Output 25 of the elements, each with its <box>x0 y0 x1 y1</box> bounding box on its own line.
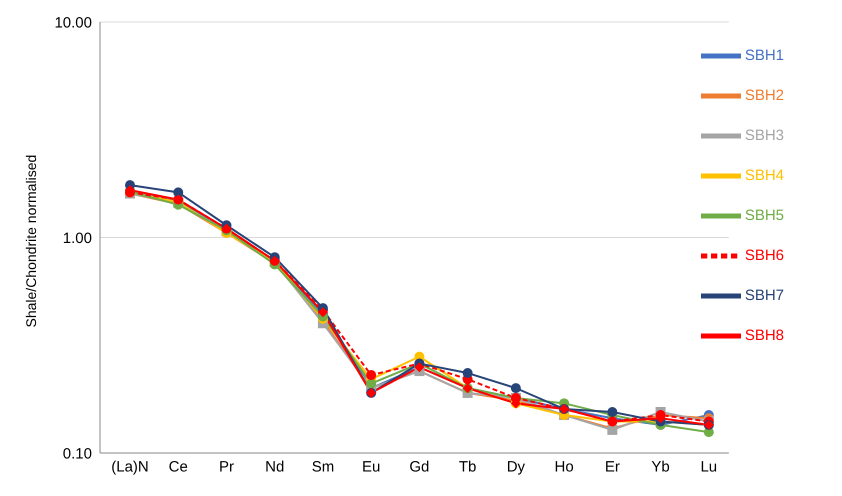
legend-label: SBH5 <box>744 206 784 224</box>
legend-label: SBH2 <box>744 86 784 104</box>
x-tick-label: Lu <box>700 458 718 476</box>
legend-label: SBH8 <box>744 326 784 344</box>
x-tick-label: Pr <box>218 458 234 476</box>
x-tick-label: Gd <box>409 458 430 476</box>
y-tick-label: 1.00 <box>62 230 92 247</box>
y-axis-title: Shale/Chondrite normalised <box>22 154 39 328</box>
x-tick-label: Sm <box>312 458 334 476</box>
x-tick-label: Er <box>604 458 620 476</box>
legend-label: SBH1 <box>744 46 784 64</box>
y-tick-label: 0.10 <box>62 445 92 462</box>
legend-label: SBH6 <box>744 246 784 264</box>
legend-label: SBH4 <box>744 166 784 184</box>
x-tick-label: Dy <box>506 458 526 476</box>
x-tick-label: Ho <box>554 458 574 476</box>
x-tick-label: Eu <box>362 458 380 476</box>
legend-label: SBH3 <box>744 126 784 144</box>
x-tick-label: Ce <box>168 458 188 476</box>
y-tick-label: 10.00 <box>54 14 92 32</box>
x-tick-label: (La)N <box>111 458 149 476</box>
x-tick-label: Nd <box>265 458 284 476</box>
x-tick-label: Yb <box>651 458 670 476</box>
legend-label: SBH7 <box>744 286 784 304</box>
x-tick-label: Tb <box>458 458 476 476</box>
